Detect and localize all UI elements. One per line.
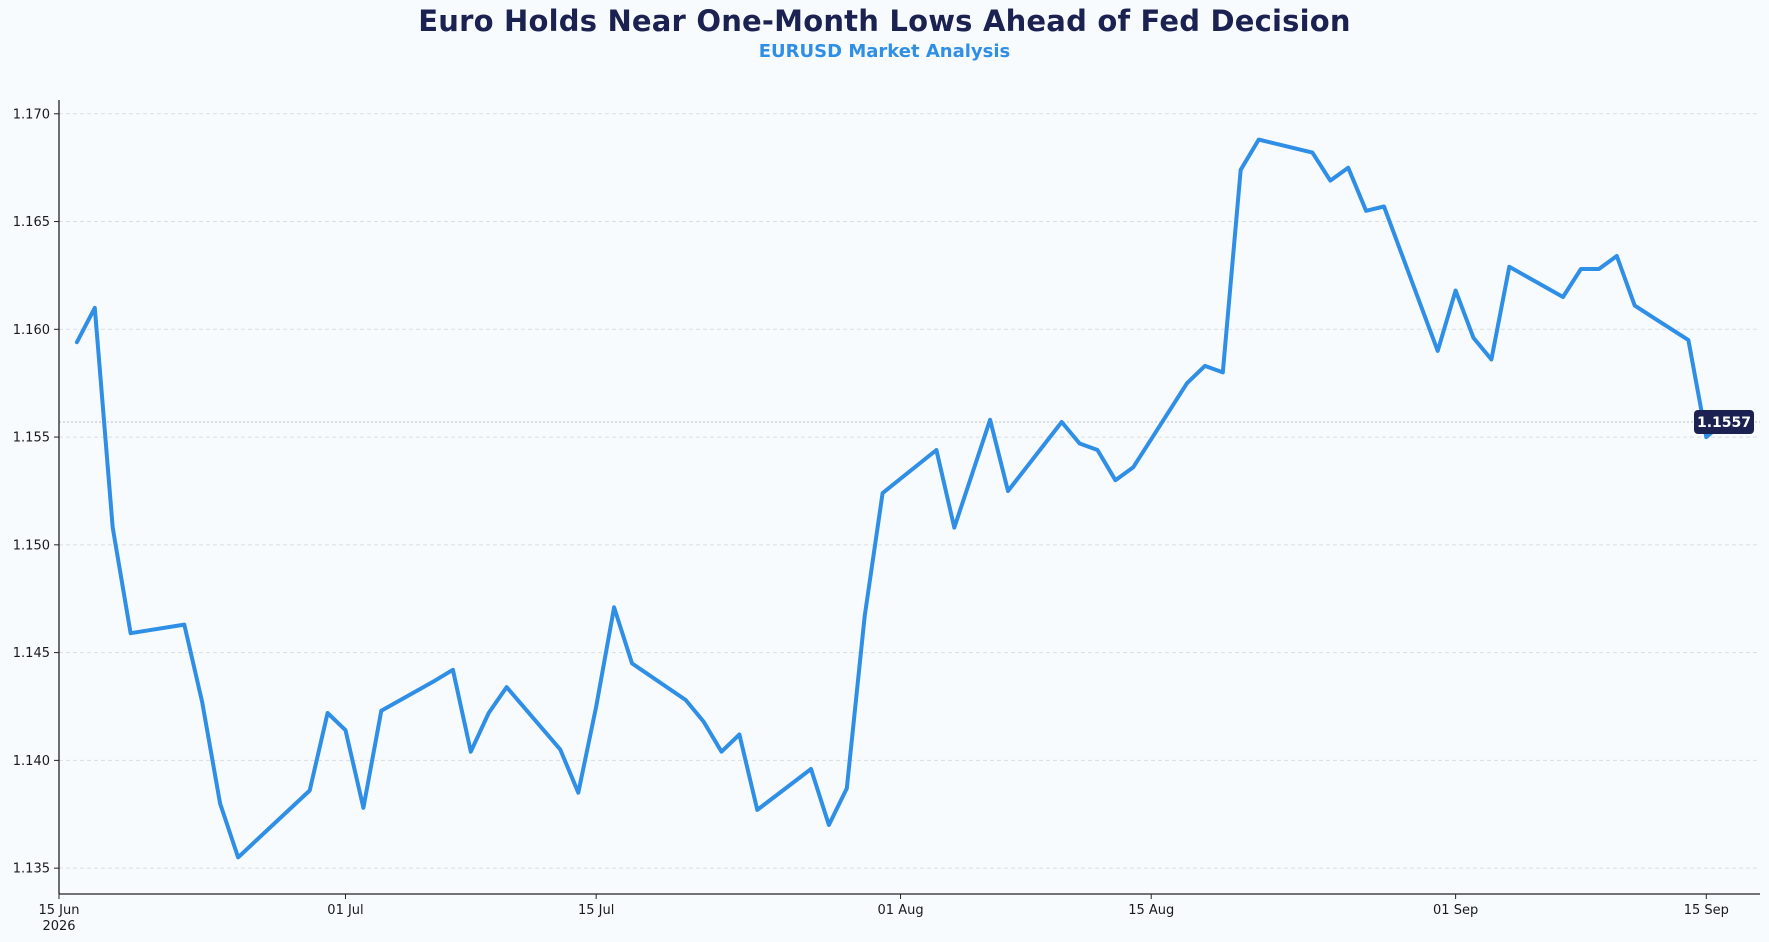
y-tick-labels: 1.135 1.140 1.145 1.150 1.155 1.160 1.165 1.170 [13,107,50,876]
x-tick-label: 15 Aug [1128,903,1174,918]
y-tick-label: 1.165 [13,215,50,230]
y-tick-label: 1.135 [13,862,50,877]
x-tick-label: 15 Sep [1684,903,1729,918]
gridlines [59,113,1760,869]
x-tick-label: 01 Aug [878,903,924,918]
x-tick-label: 15 Jun [39,903,80,918]
y-tick-label: 1.140 [13,754,50,769]
x-tick-year-label: 2026 [42,919,75,934]
x-tick-label: 01 Jul [327,903,363,918]
last-value-badge-box [1694,409,1754,434]
y-tick-label: 1.150 [13,538,50,553]
last-value-badge: 1.1557 [1694,409,1754,434]
y-tick-label: 1.170 [13,107,50,122]
last-value-label: 1.1557 [1697,415,1751,431]
y-tick-label: 1.160 [13,323,50,338]
x-tick-label: 01 Sep [1433,903,1478,918]
y-tick-label: 1.145 [13,646,50,661]
chart-title: Euro Holds Near One-Month Lows Ahead of … [418,4,1351,38]
y-tick-label: 1.155 [13,431,50,446]
chart-subtitle: EURUSD Market Analysis [758,41,1011,62]
x-tick-label: 15 Jul [578,903,614,918]
eurusd-series-line [74,137,1727,860]
axes [54,100,1760,899]
series-layer [74,137,1727,860]
